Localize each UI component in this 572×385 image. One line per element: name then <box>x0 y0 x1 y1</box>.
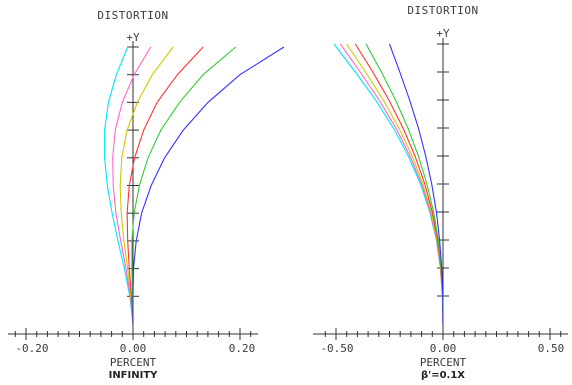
distortion-curve-6 <box>132 46 285 324</box>
x-tick-label-center: 0.00 <box>430 342 457 355</box>
distortion-plot-beta: DISTORTION +Y -0.50 0.00 0.50 PERCENT β'… <box>313 4 568 381</box>
distortion-curve-1 <box>104 46 134 325</box>
plot-title: DISTORTION <box>97 9 168 22</box>
x-tick-label-left: -0.20 <box>15 342 48 355</box>
x-tick-label-left: -0.50 <box>320 342 353 355</box>
axes <box>313 38 568 340</box>
distortion-curves <box>333 43 444 325</box>
distortion-curve-3 <box>119 46 174 325</box>
plot-subtitle: β'=0.1X <box>421 370 465 381</box>
distortion-curves <box>104 46 285 325</box>
y-axis-label: +Y <box>436 27 450 40</box>
distortion-curve-6 <box>388 43 444 325</box>
x-axis-label: PERCENT <box>110 356 157 369</box>
distortion-curve-3 <box>346 43 444 325</box>
x-tick-label-right: 0.50 <box>538 342 565 355</box>
distortion-curve-4 <box>354 43 444 325</box>
distortion-curve-2 <box>112 46 152 325</box>
x-tick-label-center: 0.00 <box>120 342 147 355</box>
x-axis-label: PERCENT <box>420 356 467 369</box>
x-tick-label-right: 0.20 <box>229 342 256 355</box>
distortion-plot-infinity: DISTORTION +Y -0.20 0.00 0.20 PERCENT IN… <box>8 9 285 381</box>
plot-subtitle: INFINITY <box>109 370 159 381</box>
distortion-curve-4 <box>126 46 204 325</box>
distortion-curve-2 <box>339 43 444 325</box>
y-axis-label: +Y <box>126 31 140 44</box>
plot-title: DISTORTION <box>407 4 478 17</box>
distortion-curve-5 <box>131 46 237 325</box>
